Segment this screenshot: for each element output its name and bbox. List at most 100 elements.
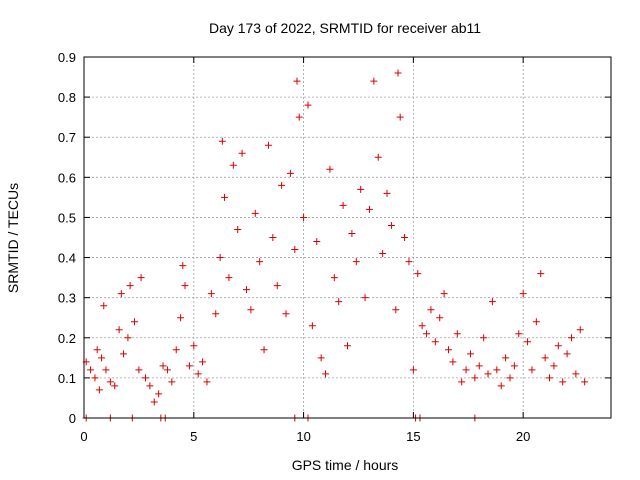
data-point (414, 270, 422, 278)
data-point (488, 298, 496, 306)
data-point (194, 370, 202, 378)
data-point (126, 282, 134, 290)
data-point (348, 229, 356, 237)
data-point (537, 270, 545, 278)
data-point (216, 254, 224, 262)
data-point (135, 366, 143, 374)
data-point (471, 374, 479, 382)
data-point (100, 302, 108, 310)
data-point (379, 250, 387, 258)
data-point (300, 213, 308, 221)
data-point (409, 366, 417, 374)
data-point (282, 310, 290, 318)
data-point (480, 334, 488, 342)
data-point (427, 306, 435, 314)
x-tick-label: 0 (80, 429, 87, 444)
data-point (392, 306, 400, 314)
x-axis-label: GPS time / hours (292, 457, 399, 473)
data-point (449, 358, 457, 366)
data-point (181, 282, 189, 290)
data-points (82, 69, 589, 422)
data-point (528, 366, 536, 374)
x-tick-label: 5 (190, 429, 197, 444)
x-tick-label: 20 (516, 429, 530, 444)
data-point (264, 141, 272, 149)
y-tick-label: 0.6 (58, 170, 76, 185)
data-point (218, 137, 226, 145)
axis-ticks: 0 0.1 0.2 0.3 0.4 0.5 0.6 0.7 0.8 0.9 0 5 10 15 20 (58, 50, 611, 444)
data-point (102, 366, 110, 374)
data-point (436, 314, 444, 322)
data-point (179, 262, 187, 270)
data-point (462, 366, 470, 374)
data-point (567, 334, 575, 342)
data-point (510, 362, 518, 370)
data-point (238, 149, 246, 157)
y-tick-label: 0 (69, 411, 76, 426)
y-tick-label: 0.2 (58, 331, 76, 346)
data-point (242, 286, 250, 294)
y-tick-label: 0.1 (58, 371, 76, 386)
data-point (155, 390, 163, 398)
y-tick-label: 0.5 (58, 210, 76, 225)
data-point (111, 382, 119, 390)
data-point (115, 326, 123, 334)
data-point (212, 310, 220, 318)
data-point (335, 298, 343, 306)
chart-title: Day 173 of 2022, SRMTID for receiver ab1… (209, 20, 481, 36)
data-point (308, 322, 316, 330)
data-point (317, 354, 325, 362)
data-point (225, 274, 233, 282)
data-point (106, 378, 114, 386)
data-point (484, 370, 492, 378)
data-point (541, 354, 549, 362)
data-point (352, 258, 360, 266)
data-point (502, 354, 510, 362)
data-point (396, 113, 404, 121)
data-point (93, 346, 101, 354)
data-point (117, 290, 125, 298)
data-point (87, 366, 95, 374)
data-point (445, 346, 453, 354)
data-point (98, 354, 106, 362)
data-point (146, 382, 154, 390)
data-point (286, 169, 294, 177)
data-point (221, 193, 229, 201)
data-point (185, 362, 193, 370)
x-tick-label: 10 (296, 429, 310, 444)
data-point (554, 342, 562, 350)
data-point (475, 362, 483, 370)
data-point (550, 362, 558, 370)
data-point (168, 378, 176, 386)
data-point (251, 209, 259, 217)
data-point (431, 338, 439, 346)
data-point (383, 189, 391, 197)
data-point (440, 290, 448, 298)
data-point (581, 378, 589, 386)
data-point (229, 161, 237, 169)
data-point (124, 334, 132, 342)
data-point (497, 382, 505, 390)
plot-frame (83, 56, 612, 419)
data-point (234, 225, 242, 233)
data-point (260, 346, 268, 354)
data-point (524, 338, 532, 346)
data-point (322, 370, 330, 378)
data-point (365, 205, 373, 213)
data-point (190, 342, 198, 350)
data-point (199, 358, 207, 366)
data-point (418, 322, 426, 330)
data-point (278, 181, 286, 189)
data-point (506, 374, 514, 382)
data-point (339, 201, 347, 209)
data-point (330, 274, 338, 282)
data-point (291, 246, 299, 254)
data-point (120, 350, 128, 358)
data-point (563, 350, 571, 358)
y-axis-label: SRMTID / TECUs (5, 183, 21, 293)
data-point (576, 326, 584, 334)
data-point (466, 350, 474, 358)
data-point (295, 113, 303, 121)
data-point (273, 282, 281, 290)
